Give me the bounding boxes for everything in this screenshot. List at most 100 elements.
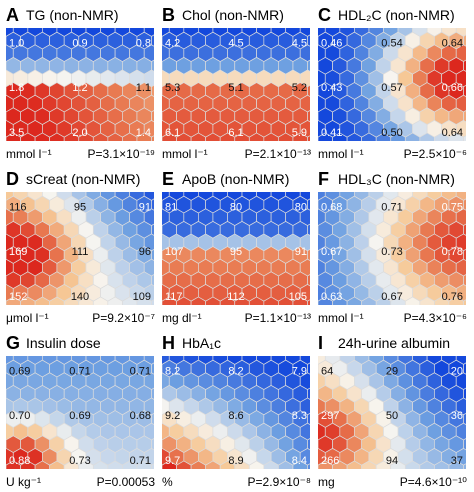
value-label-mid-mid: 0.69: [69, 410, 90, 422]
hex-cell: [137, 7, 152, 24]
value-label-mid-right: 8.3: [292, 410, 307, 422]
hex-cell: [92, 460, 109, 469]
hex-cell: [293, 335, 308, 352]
value-label-top-right: 0.8: [136, 38, 151, 50]
value-label-top-mid: 8.2: [228, 366, 243, 378]
panel-letter: F: [318, 169, 329, 189]
hex-cell: [190, 132, 206, 141]
hex-cell: [332, 296, 348, 305]
hex-cell: [448, 132, 464, 141]
panel-letter: G: [6, 333, 20, 353]
hex-cell: [173, 474, 188, 491]
value-label-top-mid: 0.9: [72, 38, 87, 50]
hex-cell: [122, 335, 137, 352]
value-label-top-right: 0.71: [130, 366, 151, 378]
hex-cell: [463, 335, 474, 352]
hex-cell: [151, 463, 154, 469]
hex-cell: [176, 296, 192, 305]
p-value: P=2.5×10⁻⁶: [404, 147, 467, 161]
hex-grid: [147, 171, 310, 305]
hex-cell: [375, 132, 392, 141]
hex-cell: [234, 460, 250, 469]
hex-cell: [6, 225, 7, 235]
panel-title: 24h-urine albumin: [338, 335, 450, 351]
hex-cell: [78, 132, 94, 141]
hex-cell: [136, 296, 152, 305]
value-label-top-left: 8.2: [165, 366, 180, 378]
hex-cell: [404, 132, 421, 141]
hex-cell: [6, 363, 7, 374]
value-label-bot-left: 266: [321, 455, 339, 467]
hex-cell: [190, 296, 206, 305]
value-label-mid-right: 0.78: [442, 246, 463, 258]
hex-grid: [6, 7, 154, 163]
panel-letter: I: [318, 333, 323, 353]
hex-cell: [147, 7, 162, 24]
value-label-bot-mid: 8.9: [228, 455, 243, 467]
value-label-bot-right: 1.4: [136, 127, 151, 139]
hex-cell: [390, 460, 406, 469]
hex-cell: [122, 460, 138, 469]
hex-cell: [107, 132, 123, 141]
value-label-mid-right: 5.2: [292, 82, 307, 94]
value-label-bot-mid: 112: [227, 291, 245, 303]
value-label-mid-right: 0.68: [130, 410, 151, 422]
value-label-top-mid: 95: [74, 202, 86, 214]
value-label-top-right: 80: [295, 202, 307, 214]
value-label-mid-mid: 111: [72, 246, 89, 258]
value-label-top-right: 91: [139, 202, 151, 214]
panel-letter: B: [162, 5, 175, 25]
hex-cell: [6, 439, 7, 449]
hex-cell: [307, 299, 310, 305]
value-label-mid-left: 107: [165, 246, 183, 258]
value-label-top-mid: 0.71: [69, 366, 90, 378]
value-label-bot-left: 9.7: [165, 455, 180, 467]
hex-cell: [219, 132, 236, 141]
panel-i: I 24h-urine albumin 64 29 20 297 50 36 266 94 37 mg…: [318, 333, 474, 491]
value-label-bot-left: 3.5: [9, 127, 24, 139]
hex-cell: [322, 335, 337, 352]
hex-cell: [318, 296, 333, 305]
p-value: P=1.1×10⁻¹³: [245, 311, 311, 325]
unit-label: mmol l⁻¹: [318, 147, 364, 161]
unit-label: mmol l⁻¹: [6, 147, 52, 161]
panel-letter: D: [6, 169, 19, 189]
value-label-mid-left: 297: [321, 410, 339, 422]
hex-cell: [293, 171, 308, 188]
hex-cell: [147, 171, 162, 188]
hex-cell: [219, 460, 236, 469]
hex-cell: [147, 335, 162, 352]
hex-cell: [354, 474, 369, 491]
panel-title: Insulin dose: [26, 335, 101, 351]
value-label-top-mid: 0.71: [381, 202, 402, 214]
panel-letter: H: [162, 333, 175, 353]
value-label-bot-right: 105: [289, 291, 307, 303]
hex-grid: [147, 335, 337, 469]
value-label-mid-mid: 5.1: [228, 82, 243, 94]
hex-cell: [176, 132, 192, 141]
unit-label: U kg⁻¹: [6, 475, 41, 489]
value-label-mid-right: 1.1: [136, 82, 151, 94]
panel-e: E ApoB (non-NMR) 81 80 80 107 95 91 117 112 105 mg …: [147, 169, 311, 325]
value-label-top-right: 7.9: [292, 366, 307, 378]
hex-cell: [57, 146, 72, 163]
panel-title: HDL₂C (non-NMR): [338, 7, 455, 23]
value-label-top-right: 0.64: [442, 38, 463, 50]
hex-cell: [57, 474, 72, 491]
hex-cell: [234, 132, 250, 141]
hex-cell: [122, 132, 138, 141]
value-label-mid-left: 0.43: [321, 82, 342, 94]
hex-cell: [6, 132, 21, 141]
hex-cell: [6, 35, 7, 46]
hex-cell: [205, 296, 221, 305]
hex-cell: [122, 296, 138, 305]
hex-cell: [263, 296, 279, 305]
hex-grid: [318, 335, 474, 491]
value-label-mid-mid: 0.73: [381, 246, 402, 258]
hex-cell: [248, 460, 265, 469]
panel-f: F HDL₃C (non-NMR) 0.68 0.71 0.75 0.67 0.73 0.78…: [318, 169, 467, 325]
panel-letter: A: [6, 5, 19, 25]
hex-cell: [162, 460, 177, 469]
